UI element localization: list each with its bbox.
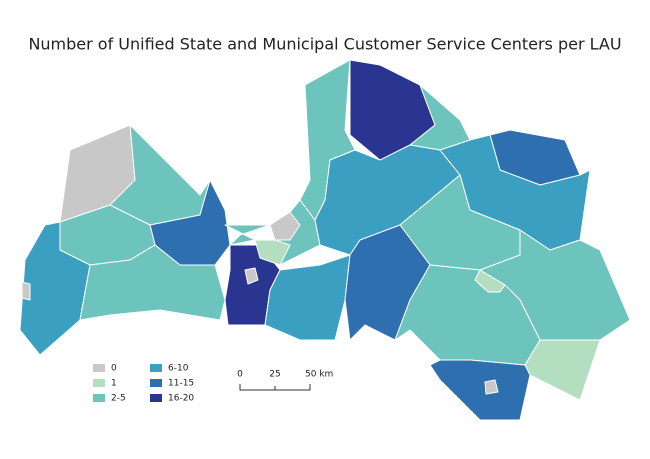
scale-label: 0: [237, 370, 243, 380]
scale-bar: 0 25 50 km: [237, 370, 333, 391]
legend-label: 11-15: [168, 379, 194, 389]
legend-label: 16-20: [168, 394, 194, 404]
region: [244, 267, 259, 285]
region: [269, 211, 301, 241]
legend-label: 0: [111, 364, 117, 374]
legend: 0 1 2-5 6-10 11-15 16-20: [93, 364, 194, 404]
region: [264, 254, 351, 341]
legend-swatch: [150, 394, 162, 402]
scale-label: 25: [269, 370, 280, 380]
map-title: Number of Unified State and Municipal Cu…: [28, 35, 621, 54]
legend-label: 2-5: [111, 394, 126, 404]
legend-label: 1: [111, 379, 117, 389]
region: [484, 379, 499, 395]
scale-label: 50 km: [305, 370, 333, 380]
legend-swatch: [93, 379, 105, 387]
regions: [19, 59, 631, 421]
legend-swatch: [93, 394, 105, 402]
region: [254, 239, 291, 266]
legend-swatch: [150, 379, 162, 387]
region: [524, 339, 601, 401]
legend-label: 6-10: [168, 364, 189, 374]
region: [429, 359, 531, 421]
legend-swatch: [150, 364, 162, 372]
legend-swatch: [93, 364, 105, 372]
region: [21, 281, 31, 301]
